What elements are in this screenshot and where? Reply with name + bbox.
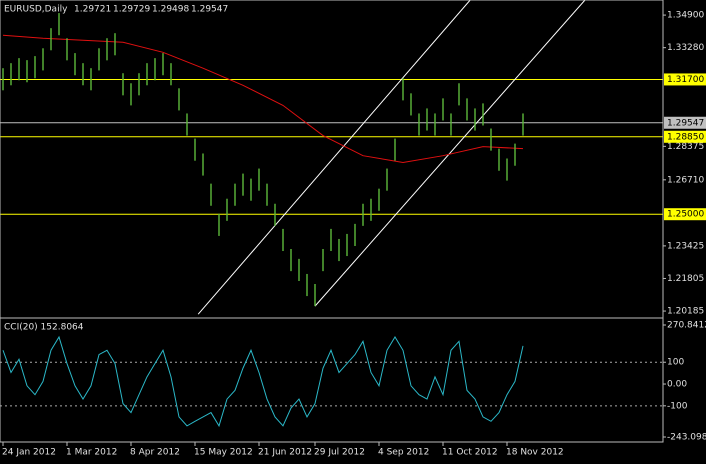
y-tick-label: 1.26710	[667, 175, 704, 185]
x-tick-label: 21 Jun 2012	[258, 448, 312, 458]
quote: 1.29498	[152, 5, 189, 15]
x-tick-label: 15 May 2012	[194, 448, 253, 458]
y-tick-label: 1.28375	[667, 142, 704, 152]
y-tick-label: -243.0987	[667, 433, 706, 443]
cci-panel-frame	[0, 317, 664, 443]
y-tick-label: 1.20185	[667, 307, 704, 317]
quote: 1.29729	[113, 5, 150, 15]
chart-title: EURUSD,Daily	[4, 5, 68, 15]
x-tick-label: 8 Apr 2012	[130, 448, 180, 458]
level-label: 1.28850	[667, 132, 704, 142]
x-tick-label: 11 Oct 2012	[442, 448, 498, 458]
channel-line	[197, 0, 471, 315]
moving-average	[2, 34, 524, 164]
y-tick-label: 1.33280	[667, 43, 704, 53]
level-label-box	[664, 130, 706, 143]
channel-line	[314, 0, 586, 307]
y-tick-label: 1.21805	[667, 274, 704, 284]
y-tick-label: -100	[667, 401, 688, 411]
quote: 1.29721	[74, 5, 111, 15]
x-tick-label: 4 Sep 2012	[378, 448, 429, 458]
cci-line	[2, 335, 524, 428]
y-tick-label: 1.23425	[667, 241, 704, 251]
quote: 1.29547	[191, 5, 228, 15]
level-label: 1.25000	[667, 210, 704, 220]
y-tick-label: 270.8412	[667, 321, 706, 331]
y-tick-label: 1.34900	[667, 11, 704, 21]
x-tick-label: 24 Jan 2012	[2, 448, 56, 458]
x-tick-label: 29 Jul 2012	[314, 448, 365, 458]
level-label-box	[664, 73, 706, 86]
level-label: 1.31700	[667, 75, 704, 85]
price-layer	[0, 0, 663, 315]
plot-area	[0, 0, 663, 428]
y-tick-label: 0.00	[667, 380, 687, 390]
level-label-box	[664, 116, 706, 129]
y-tick-label: 100	[667, 358, 684, 368]
x-tick-label: 18 Nov 2012	[506, 448, 564, 458]
level-label-box	[664, 208, 706, 221]
indicator-title: CCI(20) 152.8064	[4, 323, 84, 333]
x-tick-label: 1 Mar 2012	[66, 448, 117, 458]
level-label: 1.29547	[667, 118, 704, 128]
